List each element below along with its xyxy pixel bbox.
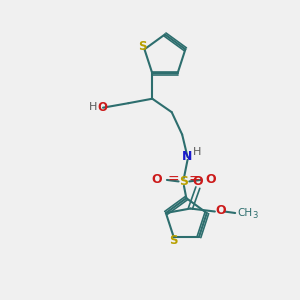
Text: H: H — [193, 147, 201, 157]
Text: S: S — [169, 234, 178, 247]
Text: O: O — [152, 173, 162, 186]
Text: S: S — [138, 40, 147, 53]
Text: N: N — [182, 150, 192, 164]
Text: O: O — [215, 204, 226, 218]
Text: S: S — [179, 175, 188, 188]
Text: O: O — [98, 100, 107, 114]
Text: H: H — [89, 102, 98, 112]
Text: O: O — [193, 175, 203, 188]
Text: 3: 3 — [253, 212, 258, 220]
Text: O: O — [206, 173, 216, 186]
Text: CH: CH — [237, 208, 252, 218]
Text: =: = — [189, 172, 200, 187]
Text: =: = — [168, 172, 179, 187]
